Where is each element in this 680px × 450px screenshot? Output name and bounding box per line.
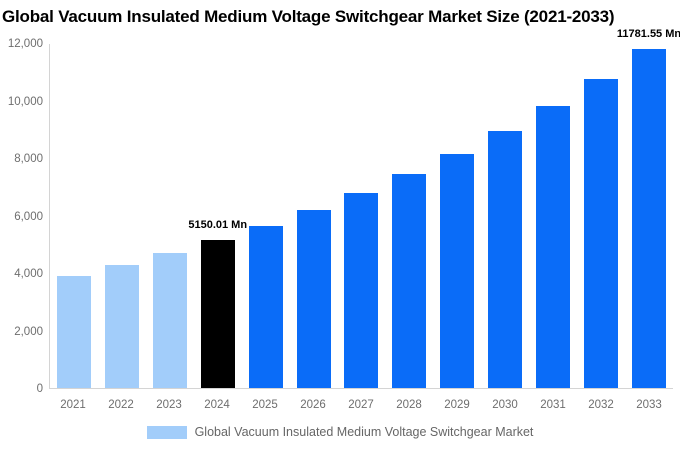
- bar-slot-2021: [50, 44, 98, 388]
- bar-slot-2023: [146, 44, 194, 388]
- chart-title: Global Vacuum Insulated Medium Voltage S…: [2, 7, 615, 26]
- legend-swatch: [146, 425, 187, 439]
- bar-slot-2025: [242, 44, 290, 388]
- bar-slot-2033: 11781.55 Mn: [617, 28, 680, 388]
- x-axis-tick-label-2031: 2031: [540, 399, 566, 411]
- bar-slot-2022: [98, 44, 146, 388]
- bar-2026[interactable]: [296, 210, 331, 388]
- bar-2021[interactable]: [56, 275, 91, 388]
- x-axis-tick-label-2030: 2030: [492, 399, 518, 411]
- bar-2023[interactable]: [152, 252, 187, 388]
- x-axis-tick-label-2032: 2032: [588, 399, 614, 411]
- bar-slot-2029: [433, 44, 481, 388]
- x-axis-tick-label-2026: 2026: [300, 399, 326, 411]
- bar-2028[interactable]: [392, 174, 427, 388]
- y-axis-tick-label: 6,000: [14, 210, 43, 223]
- bar-slot-2024: 5150.01 Mn: [188, 44, 247, 388]
- x-axis-tick-label-2033: 2033: [636, 399, 662, 411]
- x-axis: 2021 2022 2023 2024 2025 2026 2027 2028 2029 2030…: [49, 398, 673, 412]
- bar-slot-2028: [385, 44, 433, 388]
- x-axis-tick-label-2028: 2028: [396, 399, 422, 411]
- bar-slot-2027: [338, 44, 386, 388]
- bar-2030[interactable]: [488, 130, 523, 388]
- bar-2033[interactable]: [632, 49, 667, 388]
- y-axis-tick-label: 12,000: [7, 38, 43, 50]
- legend: Global Vacuum Insulated Medium Voltage S…: [0, 425, 680, 439]
- x-axis-tick-label-2029: 2029: [444, 399, 470, 411]
- legend-label: Global Vacuum Insulated Medium Voltage S…: [194, 425, 534, 439]
- y-axis-tick-label: 8,000: [14, 153, 43, 165]
- bar-slot-2030: [481, 44, 529, 388]
- bar-2025[interactable]: [248, 225, 283, 388]
- bar-2032[interactable]: [584, 79, 619, 388]
- x-axis-tick-label-2025: 2025: [252, 399, 278, 411]
- bar-slot-2026: [290, 44, 338, 388]
- bar-2027[interactable]: [344, 192, 379, 388]
- x-axis-tick-label-2022: 2022: [108, 399, 134, 411]
- bar-value-label-2024: 5150.01 Mn: [188, 218, 248, 231]
- bar-value-label-2033: 11781.55 Mn: [616, 28, 680, 41]
- bar-2022[interactable]: [104, 264, 139, 388]
- y-axis-tick-label: 4,000: [14, 268, 43, 280]
- x-axis-tick-label-2024: 2024: [204, 399, 230, 411]
- legend-item-market-series[interactable]: Global Vacuum Insulated Medium Voltage S…: [146, 425, 534, 439]
- y-axis-tick-label: 2,000: [14, 325, 43, 338]
- plot-area: 5150.01 Mn 11781.55 Mn: [49, 28, 680, 389]
- bar-2024[interactable]: [200, 239, 235, 388]
- x-axis-tick-label-2027: 2027: [348, 399, 374, 411]
- y-axis-tick-label: 10,000: [7, 95, 43, 108]
- bar-2031[interactable]: [536, 106, 571, 388]
- x-axis-tick-label-2021: 2021: [60, 399, 86, 411]
- bar-slot-2032: [577, 44, 625, 388]
- x-axis-tick-label-2023: 2023: [156, 399, 182, 411]
- bar-slot-2031: [529, 44, 577, 388]
- y-axis: 12,000 10,000 8,000 6,000 4,000 2,000 0: [0, 38, 43, 395]
- bar-2029[interactable]: [440, 153, 475, 388]
- y-axis-tick-label: 0: [36, 383, 43, 395]
